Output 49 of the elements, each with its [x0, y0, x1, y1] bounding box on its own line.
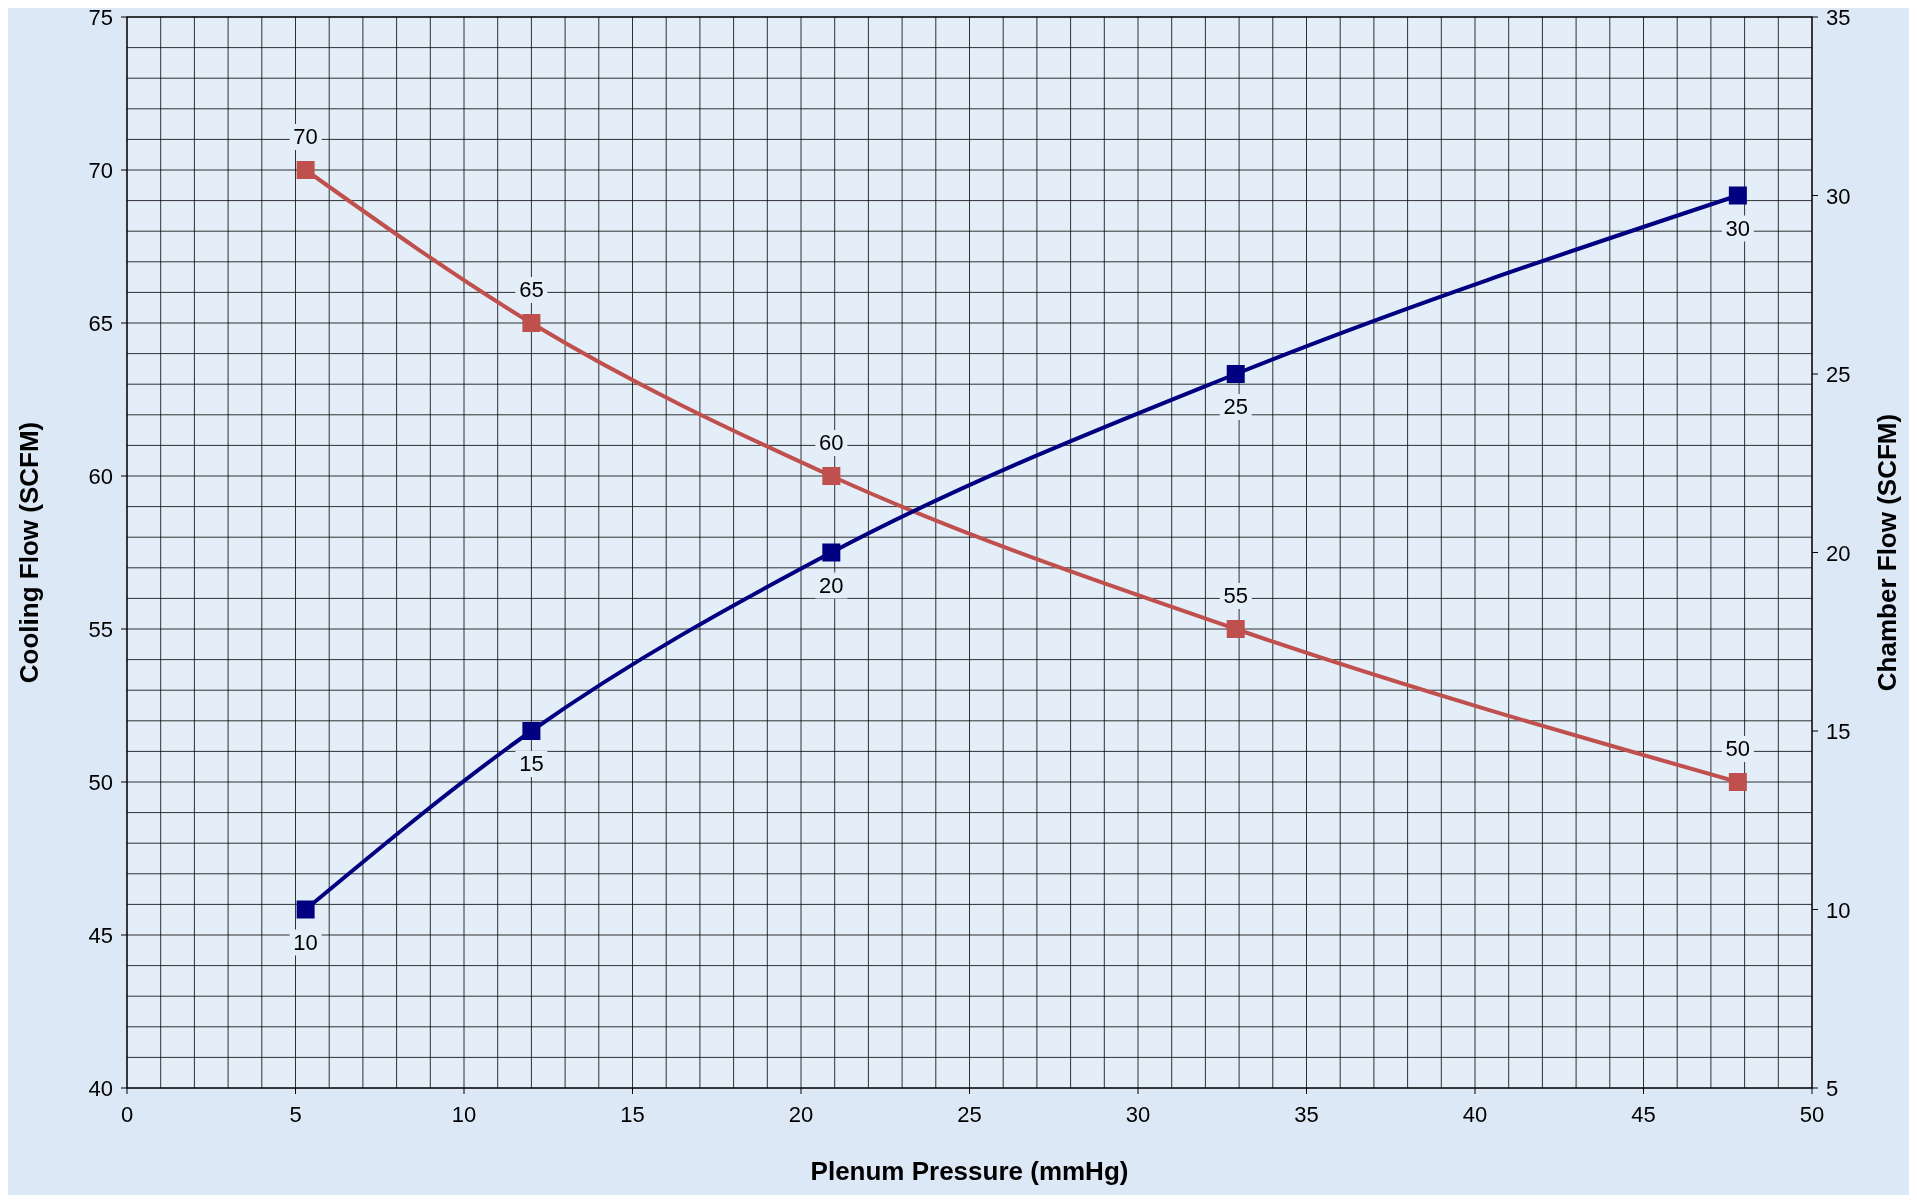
- data-label: 70: [293, 124, 318, 149]
- y-tick-label: 75: [88, 5, 113, 30]
- y2-tick-label: 10: [1826, 897, 1851, 923]
- x-tick-label: 30: [1125, 1102, 1151, 1127]
- data-label: 10: [293, 929, 318, 955]
- x-tick-label: 50: [1799, 1102, 1825, 1127]
- point: [522, 722, 541, 740]
- y2-tick-label: 5: [1826, 1076, 1839, 1101]
- point: [1728, 773, 1747, 791]
- data-label: 20: [819, 572, 844, 598]
- data-label: 60: [819, 430, 844, 455]
- data-label: 65: [519, 277, 544, 302]
- y2-tick-label: 25: [1826, 362, 1851, 387]
- y-tick-label: 45: [88, 923, 113, 948]
- point: [1226, 620, 1245, 638]
- x-tick-label: 20: [788, 1102, 814, 1127]
- point: [822, 543, 841, 562]
- y2-tick-label: 15: [1826, 719, 1851, 744]
- x-tick-label: 35: [1294, 1102, 1319, 1127]
- y-tick-label: 60: [88, 464, 113, 489]
- point: [296, 900, 315, 919]
- y-tick-label: 70: [88, 158, 113, 183]
- data-label: 55: [1223, 583, 1248, 608]
- data-label: 25: [1223, 394, 1248, 419]
- data-label: 50: [1725, 736, 1751, 761]
- x-axis-title: Plenum Pressure (mmHg): [810, 1156, 1129, 1186]
- x-tick-label: 10: [451, 1102, 477, 1127]
- y-axis-title: Cooling Flow (SCFM): [14, 421, 44, 684]
- y2-tick-label: 20: [1826, 540, 1851, 566]
- data-label: 30: [1725, 215, 1751, 241]
- y2-axis-title: Chamber Flow (SCFM): [1872, 413, 1902, 692]
- y-tick-label: 55: [88, 617, 113, 642]
- y-tick-label: 65: [88, 311, 113, 336]
- x-tick-label: 25: [957, 1102, 982, 1127]
- y-tick-label: 50: [88, 770, 113, 795]
- x-tick-label: 15: [620, 1102, 645, 1127]
- point: [1728, 186, 1747, 205]
- point: [296, 161, 315, 179]
- x-tick-label: 5: [289, 1102, 302, 1127]
- y2-tick-label: 30: [1826, 183, 1851, 209]
- point: [522, 314, 541, 332]
- y-tick-label: 40: [88, 1076, 113, 1101]
- point: [822, 467, 841, 485]
- x-tick-label: 45: [1631, 1102, 1656, 1127]
- y2-tick-label: 35: [1826, 5, 1851, 30]
- x-tick-label: 0: [120, 1102, 134, 1127]
- point: [1226, 365, 1245, 383]
- data-label: 15: [519, 751, 544, 776]
- x-tick-label: 40: [1462, 1102, 1488, 1127]
